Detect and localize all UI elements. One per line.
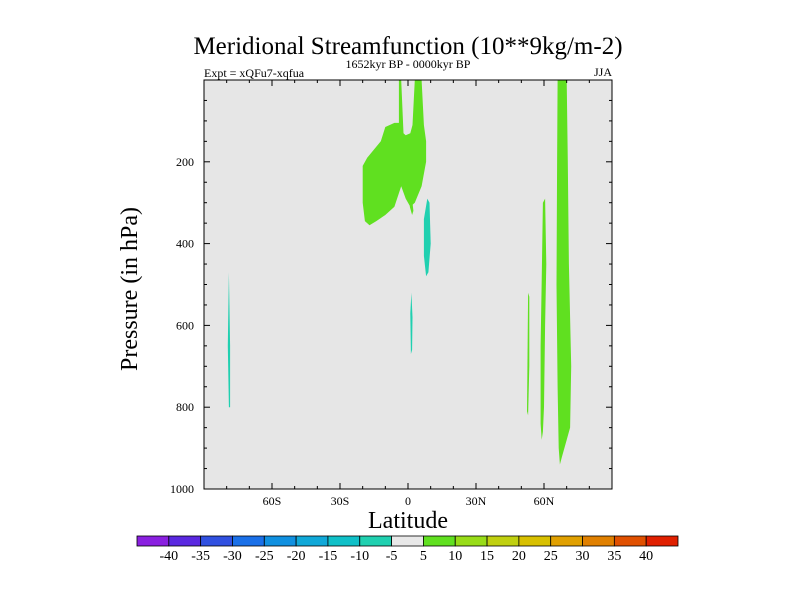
x-tick-label: 30N xyxy=(466,494,487,508)
colorbar-swatch xyxy=(582,535,615,547)
contour-region-positive-50n-sliver xyxy=(527,292,530,416)
y-tick-label: 200 xyxy=(176,155,194,169)
plot-area xyxy=(203,79,613,490)
colorbar-swatch xyxy=(263,535,297,547)
y-tick-label: 400 xyxy=(176,237,194,251)
chart-subtitle-center: 1652kyr BP - 0000kyr BP xyxy=(346,57,471,71)
contour-region-positive-eq-sliver xyxy=(409,194,414,215)
colorbar-label: 25 xyxy=(544,549,558,564)
colorbar-label: -30 xyxy=(223,549,242,564)
colorbar-label: 10 xyxy=(448,549,462,564)
colorbar-swatch xyxy=(295,535,329,547)
x-tick-label: 60S xyxy=(263,494,282,508)
y-axis-label: Pressure (in hPa) xyxy=(117,207,143,371)
colorbar: -40 -35 -30 -25 -20 -15 -10 -5 5 10 15 20 25 30 35 40 xyxy=(136,535,679,564)
colorbar-swatch xyxy=(327,535,361,547)
y-tick-label: 1000 xyxy=(170,482,194,496)
colorbar-swatch xyxy=(359,535,392,547)
colorbar-swatch xyxy=(423,535,456,547)
colorbar-label: 35 xyxy=(607,549,621,564)
x-axis-label: Latitude xyxy=(368,508,448,534)
colorbar-swatch xyxy=(454,535,488,547)
colorbar-label: -40 xyxy=(159,549,178,564)
colorbar-label: -10 xyxy=(350,549,369,564)
colorbar-swatch xyxy=(613,535,647,547)
contour-region-positive-55n xyxy=(540,198,547,440)
contour-region-positive-60n-tall xyxy=(556,80,572,465)
colorbar-label: -25 xyxy=(255,549,274,564)
contour-region-negative-70s xyxy=(227,272,231,408)
colorbar-swatch xyxy=(645,535,679,547)
colorbar-swatch xyxy=(168,535,202,547)
colorbar-label: -5 xyxy=(386,549,398,564)
colorbar-swatch xyxy=(550,535,583,547)
contour-region-negative-eq-small xyxy=(410,292,413,354)
chart-subtitle-right: JJA xyxy=(594,65,612,79)
colorbar-label: 15 xyxy=(480,549,494,564)
y-tick-label: 600 xyxy=(176,318,194,332)
colorbar-swatch xyxy=(391,535,424,547)
colorbar-label: -20 xyxy=(287,549,306,564)
colorbar-label: -35 xyxy=(191,549,210,564)
colorbar-swatch xyxy=(136,535,170,547)
chart-subtitle-left: Expt = xQFu7-xqfua xyxy=(204,66,305,80)
colorbar-label: 30 xyxy=(576,549,590,564)
colorbar-label: 5 xyxy=(420,549,427,564)
y-tick-label: 800 xyxy=(176,400,194,414)
x-tick-label: 60N xyxy=(534,494,555,508)
x-axis: 60S 30S 0 30N 60N xyxy=(203,80,613,508)
colorbar-swatch xyxy=(232,535,265,547)
x-tick-label: 0 xyxy=(405,494,411,508)
colorbar-label: 20 xyxy=(512,549,526,564)
contour-region-negative-10n xyxy=(423,198,431,277)
y-axis: 200 400 600 800 1000 xyxy=(170,79,612,496)
colorbar-label: -15 xyxy=(319,549,338,564)
colorbar-label: 40 xyxy=(639,549,653,564)
colorbar-swatch xyxy=(518,535,552,547)
contour-region-positive-tropical-upper xyxy=(362,80,427,226)
colorbar-swatch xyxy=(200,535,233,547)
chart-title: Meridional Streamfunction (10**9kg/m-2) xyxy=(193,33,622,60)
colorbar-swatch xyxy=(486,535,520,547)
x-tick-label: 30S xyxy=(331,494,350,508)
